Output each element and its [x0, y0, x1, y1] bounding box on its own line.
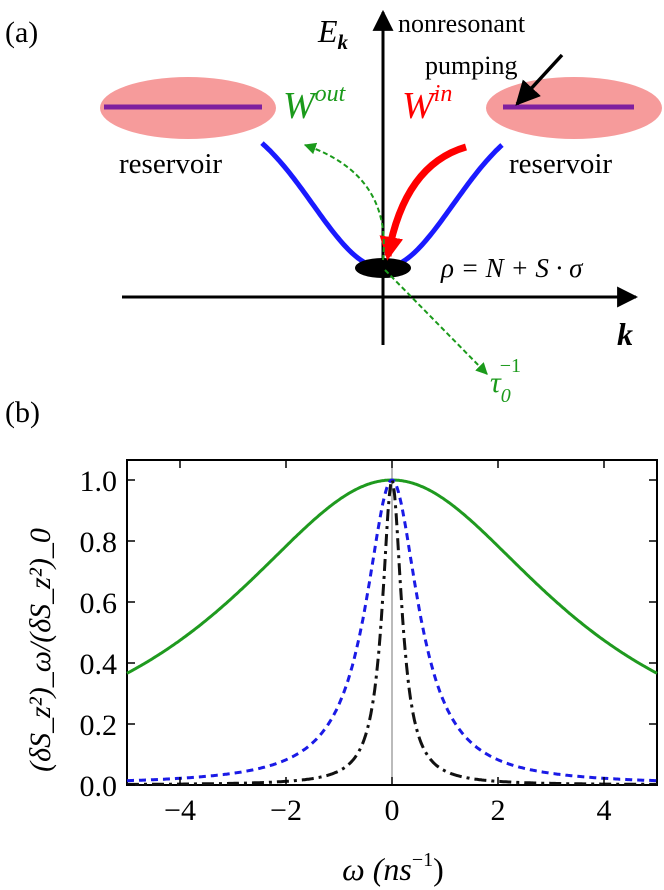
- x-tick-label: −2: [270, 794, 302, 827]
- y-axis-label-text: (δS_z²)_ω/(δS_z²)_0: [24, 528, 57, 772]
- pumping-label-line1: nonresonant: [398, 9, 526, 38]
- reservoir-left-label: reservoir: [119, 148, 222, 180]
- series-layer: [126, 475, 658, 786]
- rho-equation: ρ = N + S · σ: [440, 253, 584, 283]
- x-tick-label: 2: [491, 794, 506, 827]
- y-ticks: 0.0 0.2 0.4 0.6 0.8 1.0: [80, 465, 657, 803]
- y-tick-label: 0.8: [80, 526, 118, 559]
- pumping-arrow: [515, 53, 564, 106]
- spectrum-chart: −4 −2 0 2 4 0.0 0.2 0.4 0.6 0.8 1.0: [80, 459, 658, 827]
- pumping-label-line2: pumping: [425, 51, 517, 80]
- tau-label: τ0−1: [490, 355, 521, 407]
- momentum-axis-label: k: [617, 316, 633, 352]
- w-in-label: Win: [402, 81, 452, 127]
- y-tick-label: 0.2: [80, 709, 118, 742]
- x-axis-label: ω (ns−1): [342, 849, 444, 887]
- x-tick-label: 4: [597, 794, 612, 827]
- condensate-ellipse: [355, 258, 411, 278]
- x-tick-label: −4: [164, 794, 196, 827]
- panel-b-label: (b): [5, 396, 40, 429]
- panel-a-label: (a): [5, 16, 38, 49]
- series-line-2: [126, 478, 658, 783]
- w-out-label: Wout: [283, 81, 347, 127]
- energy-axis-label: Ek: [317, 13, 349, 54]
- panel-b: (b) −4 −2 0 2 4 0.00.20.40.60.81.0 ω (ns−1) …: [5, 396, 658, 887]
- y-tick-label: 0.0: [80, 770, 118, 803]
- panel-a: (a) Ek nonresonant pumping Wout Win rese…: [5, 9, 662, 407]
- tau-arrow: [384, 269, 488, 375]
- x-ticks: −4 −2 0 2 4: [164, 460, 612, 827]
- series-line-3: [127, 475, 657, 786]
- x-tick-label: 0: [385, 794, 400, 827]
- y-tick-label: 0.4: [80, 648, 118, 681]
- y-tick-label: 0.6: [80, 587, 118, 620]
- w-out-arrow: [303, 142, 385, 261]
- y-axis-label: (δS_z²)_ω/(δS_z²)_0: [24, 528, 57, 772]
- reservoir-right-label: reservoir: [509, 148, 612, 180]
- w-in-arrow: [379, 143, 468, 261]
- y-tick-label: 1.0: [80, 465, 118, 498]
